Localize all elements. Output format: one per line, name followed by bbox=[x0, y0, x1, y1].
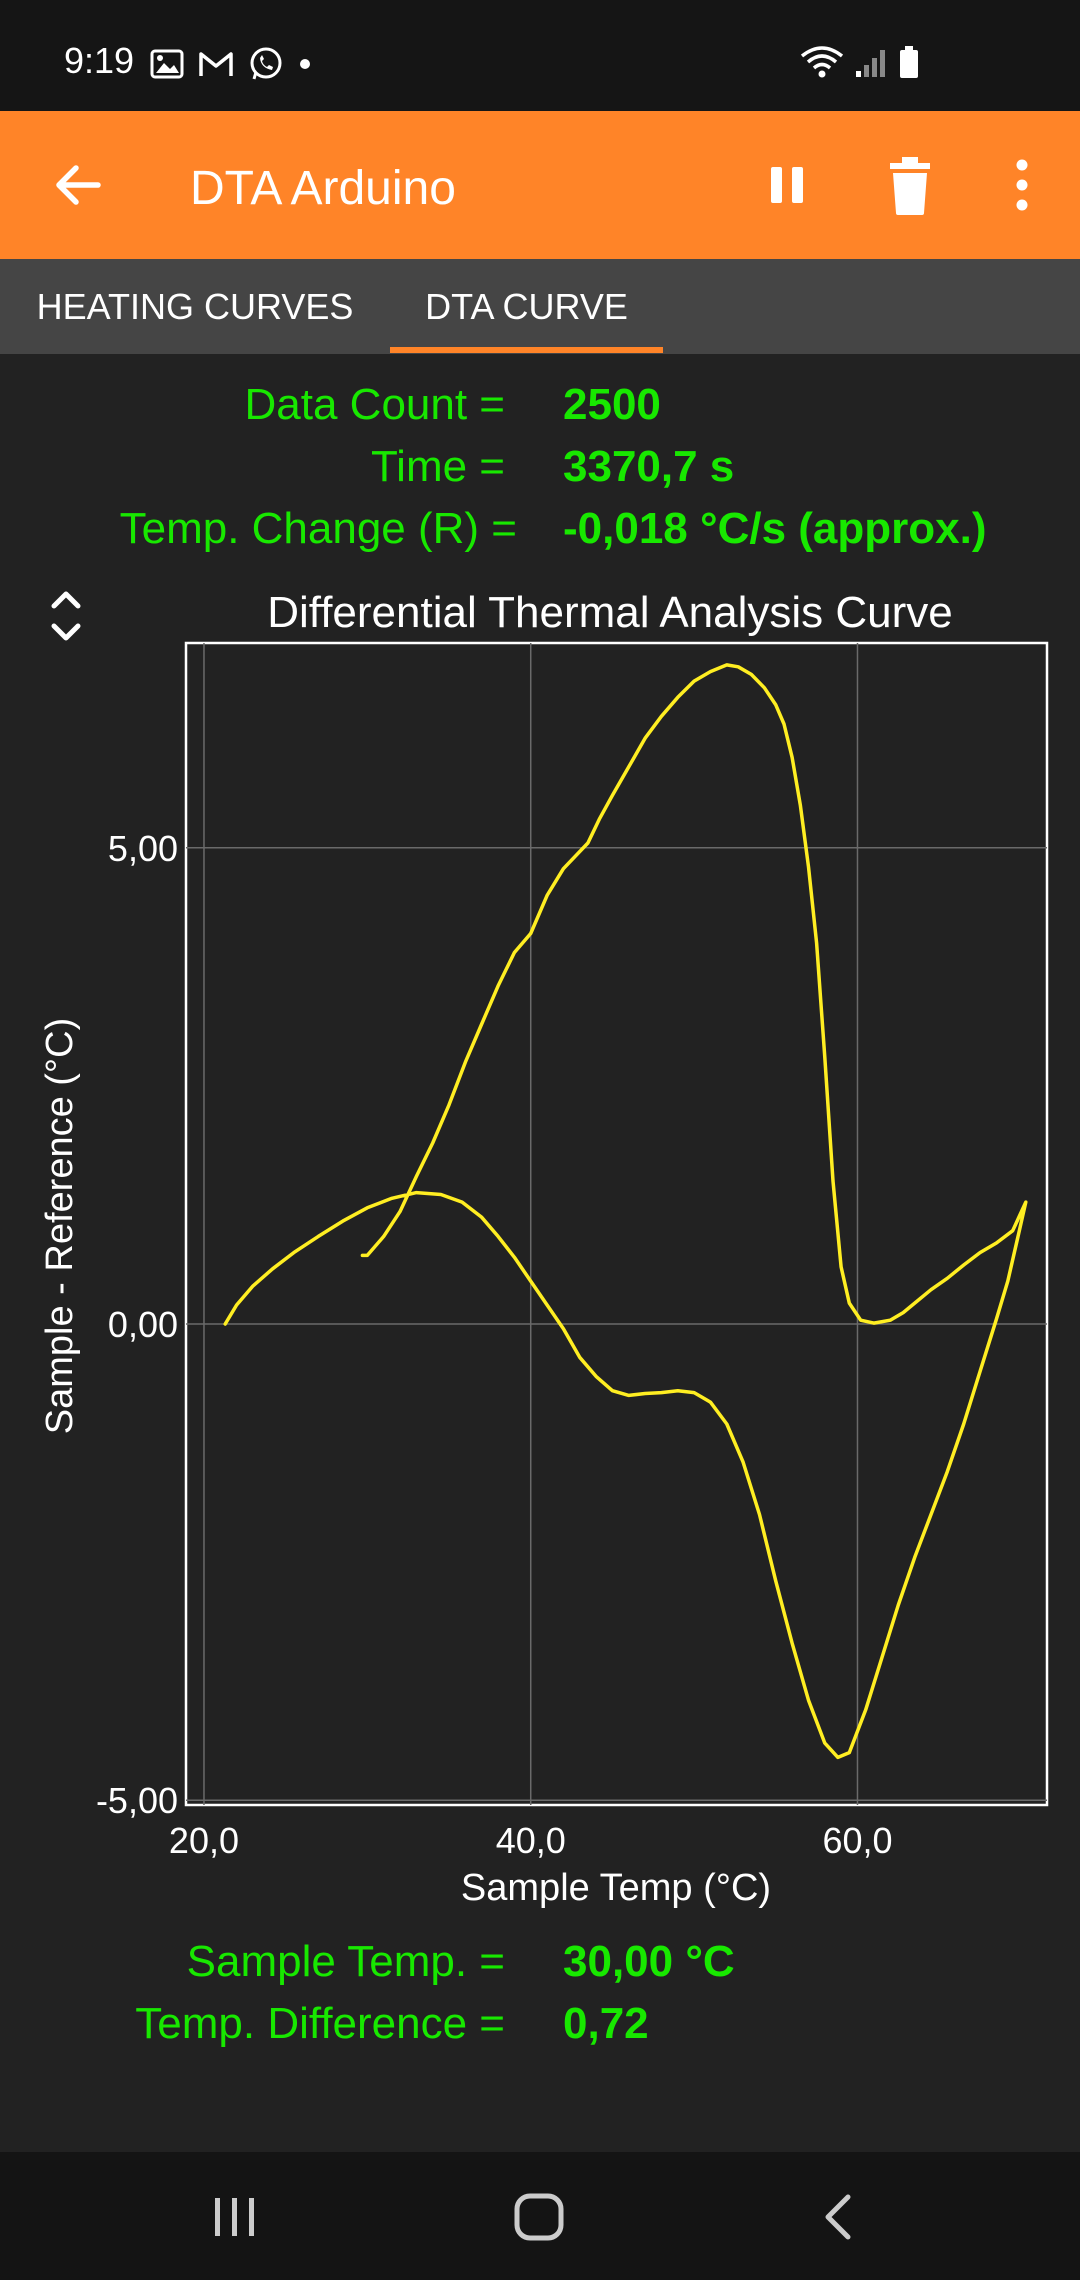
temp-change-label: Temp. Change (R) = bbox=[119, 504, 517, 553]
y-axis-label: Sample - Reference (°C) bbox=[39, 1018, 81, 1434]
gmail-icon bbox=[199, 52, 233, 76]
temp-diff-row: Temp. Difference = bbox=[0, 1999, 520, 2055]
temp-change-row: Temp. Change (R) = bbox=[0, 504, 520, 560]
y-tick-label: -5,00 bbox=[96, 1780, 178, 1821]
delete-icon[interactable] bbox=[880, 151, 940, 219]
time-row: Time = bbox=[0, 442, 520, 498]
temp-diff-value-row: 0,72 bbox=[563, 1999, 1063, 2055]
time-label: Time = bbox=[370, 442, 505, 491]
data-count-value-row: 2500 bbox=[563, 380, 1063, 436]
x-tick-label: 20,0 bbox=[169, 1820, 239, 1861]
dta-chart[interactable]: Differential Thermal Analysis Curve 20,0… bbox=[0, 580, 1080, 1910]
data-count-row: Data Count = bbox=[0, 380, 520, 436]
grid-lines bbox=[186, 643, 1047, 1805]
x-tick-label: 40,0 bbox=[496, 1820, 566, 1861]
temp-diff-label: Temp. Difference = bbox=[135, 1999, 505, 2048]
signal-icon bbox=[856, 50, 885, 77]
temp-change-value: -0,018 °C/s (approx.) bbox=[563, 504, 987, 553]
time-value: 3370,7 s bbox=[563, 442, 735, 491]
data-count-label: Data Count = bbox=[244, 380, 506, 429]
dot-icon bbox=[300, 59, 310, 69]
data-series bbox=[223, 663, 1028, 1760]
sample-temp-row: Sample Temp. = bbox=[0, 1937, 520, 1993]
y-tick-label: 0,00 bbox=[108, 1304, 178, 1345]
tick-labels: 20,0 40,0 60,0 -5,00 0,00 5,00 bbox=[96, 828, 893, 1861]
dta-series-line bbox=[223, 663, 1028, 1760]
time-value-row: 3370,7 s bbox=[563, 442, 1063, 498]
x-tick-label: 60,0 bbox=[822, 1820, 892, 1861]
data-count-value: 2500 bbox=[563, 380, 661, 429]
tab-dta-curve[interactable]: DTA CURVE bbox=[425, 285, 628, 327]
system-nav-bar bbox=[0, 2152, 1080, 2280]
sample-temp-value: 30,00 °C bbox=[563, 1937, 735, 1986]
plot-area bbox=[184, 641, 1049, 1807]
back-nav-icon[interactable] bbox=[818, 2192, 858, 2242]
temp-change-value-row: -0,018 °C/s (approx.) bbox=[563, 504, 1073, 560]
status-bar: 9:19 bbox=[0, 0, 1080, 111]
app-bar: DTA Arduino bbox=[0, 111, 1080, 259]
temp-diff-value: 0,72 bbox=[563, 1999, 649, 2048]
tab-heating-curves[interactable]: HEATING CURVES bbox=[36, 285, 354, 327]
more-vert-icon[interactable] bbox=[1000, 151, 1044, 219]
wifi-icon bbox=[800, 46, 844, 78]
whatsapp-icon bbox=[250, 47, 282, 80]
gallery-icon bbox=[150, 49, 184, 79]
sample-temp-label: Sample Temp. = bbox=[186, 1937, 505, 1986]
chart-title: Differential Thermal Analysis Curve bbox=[267, 588, 953, 637]
status-time: 9:19 bbox=[64, 40, 135, 81]
tab-bar: HEATING CURVES DTA CURVE bbox=[0, 259, 1080, 354]
expand-collapse-icon[interactable] bbox=[46, 588, 86, 644]
battery-icon bbox=[900, 46, 918, 78]
sample-temp-value-row: 30,00 °C bbox=[563, 1937, 1063, 1993]
back-arrow-icon[interactable] bbox=[48, 155, 108, 215]
x-axis-label: Sample Temp (°C) bbox=[461, 1867, 771, 1909]
notification-icons bbox=[150, 44, 312, 84]
system-status-icons bbox=[800, 44, 920, 80]
home-icon[interactable] bbox=[512, 2192, 566, 2242]
app-title: DTA Arduino bbox=[190, 162, 456, 215]
pause-icon[interactable] bbox=[760, 155, 820, 215]
recent-apps-icon[interactable] bbox=[210, 2194, 260, 2240]
y-tick-label: 5,00 bbox=[108, 828, 178, 869]
tab-selected-indicator bbox=[390, 347, 663, 353]
